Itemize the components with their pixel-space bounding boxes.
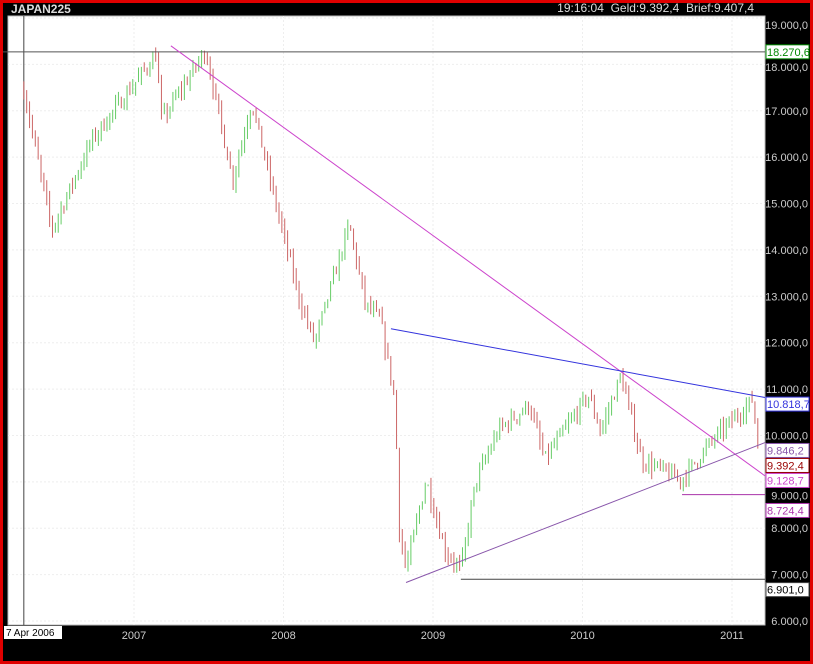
quote-ask: Brief:9.407,4 <box>685 1 754 15</box>
quote-readout: 19:16:04 Geld:9.392,4 Brief:9.407,4 <box>557 1 754 15</box>
symbol-title: JAPAN225 <box>11 2 71 16</box>
trend-level-label: 9.128,7 <box>767 475 804 487</box>
x-tick-label: 2007 <box>122 630 146 642</box>
y-tick-label: 11.000,0 <box>766 384 808 396</box>
quote-bid: Geld:9.392,4 <box>610 1 680 15</box>
price-level-label: 18.270,6 <box>767 47 810 59</box>
y-tick-label: 6.000,0 <box>771 616 808 628</box>
x-tick-label: 2008 <box>271 630 295 642</box>
y-tick-label: 16.000,0 <box>765 152 808 164</box>
y-tick-label: 15.000,0 <box>765 199 808 211</box>
y-tick-label: 14.000,0 <box>765 245 808 257</box>
y-tick-label: 7.000,0 <box>771 570 808 582</box>
y-tick-label: 17.000,0 <box>765 106 808 118</box>
trend-level-label: 10.818,7 <box>767 399 810 411</box>
y-tick-label: 18.000,0 <box>765 62 808 74</box>
price-level-box <box>765 502 810 518</box>
start-date-box <box>4 626 62 639</box>
last-price-box <box>765 457 810 473</box>
last-price-label: 9.392,4 <box>767 460 804 472</box>
y-tick-label: 10.000,0 <box>765 430 808 442</box>
price-level-label: 6.901,0 <box>767 585 804 597</box>
x-tick-label: 2011 <box>720 630 744 642</box>
price-level-box <box>765 44 810 60</box>
price-bars <box>23 47 759 573</box>
trend-level-box <box>765 396 810 412</box>
trend-line <box>170 45 766 477</box>
price-level-box <box>765 582 810 598</box>
price-level-label: 8.724,4 <box>767 505 804 517</box>
y-tick-label: 9.000,0 <box>771 490 808 502</box>
trend-level-box <box>765 472 810 488</box>
trend-level-label: 9.846,2 <box>767 445 804 457</box>
trend-line <box>405 442 766 583</box>
price-chart[interactable]: 2007 2008 2009 2010 2011 7 Apr 2006 19.000,0 18… <box>3 3 810 661</box>
y-tick-label: 19.000,0 <box>765 20 808 32</box>
x-tick-label: 2009 <box>421 630 445 642</box>
trend-line <box>390 328 766 398</box>
y-tick-label: 8.000,0 <box>771 523 808 535</box>
start-date-label: 7 Apr 2006 <box>6 628 55 639</box>
trend-level-box <box>765 442 810 458</box>
quote-time: 19:16:04 <box>557 1 604 15</box>
x-tick-label: 2010 <box>570 630 594 642</box>
y-tick-label: 13.000,0 <box>765 291 808 303</box>
y-tick-label: 12.000,0 <box>765 338 808 350</box>
